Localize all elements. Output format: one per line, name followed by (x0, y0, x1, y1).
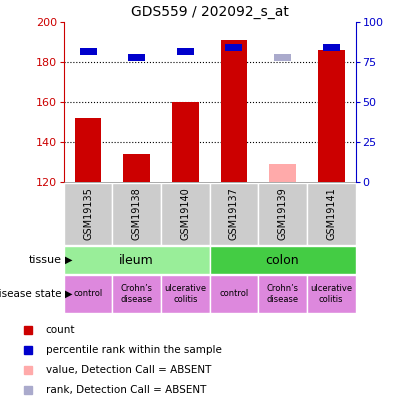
Text: GSM19137: GSM19137 (229, 188, 239, 241)
Text: ▶: ▶ (65, 255, 72, 265)
Bar (64, 183, 112, 245)
Text: GSM19138: GSM19138 (132, 188, 142, 241)
Bar (128, 54, 145, 62)
Bar (307, 275, 356, 313)
Text: GSM19140: GSM19140 (180, 188, 190, 241)
Bar (161, 183, 210, 245)
Text: percentile rank within the sample: percentile rank within the sample (46, 345, 222, 354)
Bar (172, 102, 199, 182)
Bar (225, 45, 242, 51)
Text: tissue: tissue (29, 255, 62, 265)
Bar (64, 275, 112, 313)
Bar (112, 183, 161, 245)
Bar (323, 45, 340, 51)
Bar (210, 246, 356, 274)
Bar (307, 183, 356, 245)
Text: GSM19135: GSM19135 (83, 188, 93, 241)
Text: GSM19139: GSM19139 (277, 188, 288, 241)
Text: ulcerative
colitis: ulcerative colitis (310, 284, 352, 303)
Bar (274, 54, 291, 62)
Bar (161, 275, 210, 313)
Text: count: count (46, 324, 75, 335)
Text: control: control (74, 289, 103, 298)
Text: ▶: ▶ (65, 289, 72, 299)
Bar (79, 48, 97, 55)
Bar (318, 50, 344, 182)
Bar (177, 48, 194, 55)
Text: GSM19141: GSM19141 (326, 188, 336, 241)
Bar (269, 164, 296, 182)
Title: GDS559 / 202092_s_at: GDS559 / 202092_s_at (131, 5, 289, 19)
Text: ulcerative
colitis: ulcerative colitis (164, 284, 206, 303)
Bar (123, 154, 150, 182)
Bar (64, 246, 210, 274)
Bar (221, 40, 247, 182)
Bar (258, 183, 307, 245)
Text: colon: colon (266, 254, 299, 266)
Text: disease state: disease state (0, 289, 62, 299)
Text: control: control (219, 289, 249, 298)
Bar (112, 275, 161, 313)
Bar (75, 118, 102, 182)
Bar (210, 275, 258, 313)
Bar (258, 275, 307, 313)
Text: ileum: ileum (119, 254, 154, 266)
Text: value, Detection Call = ABSENT: value, Detection Call = ABSENT (46, 364, 211, 375)
Text: rank, Detection Call = ABSENT: rank, Detection Call = ABSENT (46, 385, 206, 394)
Bar (210, 183, 258, 245)
Text: Crohn’s
disease: Crohn’s disease (120, 284, 153, 303)
Text: Crohn’s
disease: Crohn’s disease (266, 284, 299, 303)
